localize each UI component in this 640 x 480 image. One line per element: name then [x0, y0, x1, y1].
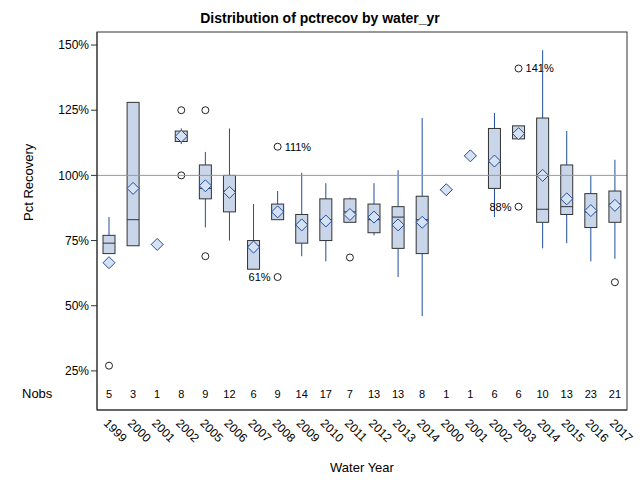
- svg-text:61%: 61%: [249, 271, 271, 283]
- svg-text:2000: 2000: [438, 416, 467, 445]
- svg-text:141%: 141%: [526, 62, 554, 74]
- svg-text:2003: 2003: [510, 416, 539, 445]
- svg-text:2002: 2002: [486, 416, 515, 445]
- svg-text:8: 8: [178, 388, 184, 400]
- svg-text:8: 8: [419, 388, 425, 400]
- svg-text:3: 3: [130, 388, 136, 400]
- svg-text:2001: 2001: [149, 416, 178, 445]
- svg-text:2010: 2010: [318, 416, 347, 445]
- svg-text:Nobs: Nobs: [22, 386, 53, 401]
- svg-text:Pct Recovery: Pct Recovery: [21, 143, 36, 221]
- svg-text:23: 23: [585, 388, 597, 400]
- svg-text:150%: 150%: [58, 38, 89, 52]
- svg-text:88%: 88%: [490, 201, 512, 213]
- svg-text:2008: 2008: [270, 416, 299, 445]
- svg-text:9: 9: [275, 388, 281, 400]
- svg-text:7: 7: [347, 388, 353, 400]
- svg-text:1: 1: [467, 388, 473, 400]
- html-text:Distribution of pctrecov by wa: Distribution of pctrecov by water_yr: [200, 10, 440, 26]
- svg-text:2009: 2009: [294, 416, 323, 445]
- svg-text:2002: 2002: [173, 416, 202, 445]
- svg-text:2014: 2014: [535, 416, 564, 445]
- svg-text:9: 9: [202, 388, 208, 400]
- svg-text:75%: 75%: [65, 234, 89, 248]
- svg-text:100%: 100%: [58, 169, 89, 183]
- svg-text:13: 13: [392, 388, 404, 400]
- svg-text:Water Year: Water Year: [330, 460, 395, 475]
- svg-text:2012: 2012: [366, 416, 395, 445]
- svg-text:2015: 2015: [559, 416, 588, 445]
- svg-text:14: 14: [296, 388, 308, 400]
- svg-text:6: 6: [250, 388, 256, 400]
- svg-text:2001: 2001: [462, 416, 491, 445]
- svg-text:2007: 2007: [245, 416, 274, 445]
- svg-text:13: 13: [368, 388, 380, 400]
- svg-text:5: 5: [106, 388, 112, 400]
- svg-text:12: 12: [223, 388, 235, 400]
- svg-text:2017: 2017: [607, 416, 632, 445]
- svg-text:125%: 125%: [58, 103, 89, 117]
- svg-text:2011: 2011: [342, 416, 370, 444]
- svg-text:10: 10: [537, 388, 549, 400]
- svg-text:25%: 25%: [65, 364, 89, 378]
- svg-text:17: 17: [320, 388, 332, 400]
- svg-text:1999: 1999: [101, 416, 130, 445]
- svg-text:2006: 2006: [221, 416, 250, 445]
- svg-text:21: 21: [609, 388, 621, 400]
- svg-text:13: 13: [561, 388, 573, 400]
- svg-text:2014: 2014: [414, 416, 443, 445]
- svg-text:50%: 50%: [65, 299, 89, 313]
- svg-text:2005: 2005: [197, 416, 226, 445]
- svg-text:2000: 2000: [125, 416, 154, 445]
- svg-text:1: 1: [443, 388, 449, 400]
- svg-text:6: 6: [515, 388, 521, 400]
- svg-text:6: 6: [491, 388, 497, 400]
- svg-text:2013: 2013: [390, 416, 419, 445]
- svg-text:1: 1: [154, 388, 160, 400]
- svg-text:2016: 2016: [583, 416, 612, 445]
- svg-text:111%: 111%: [285, 141, 312, 153]
